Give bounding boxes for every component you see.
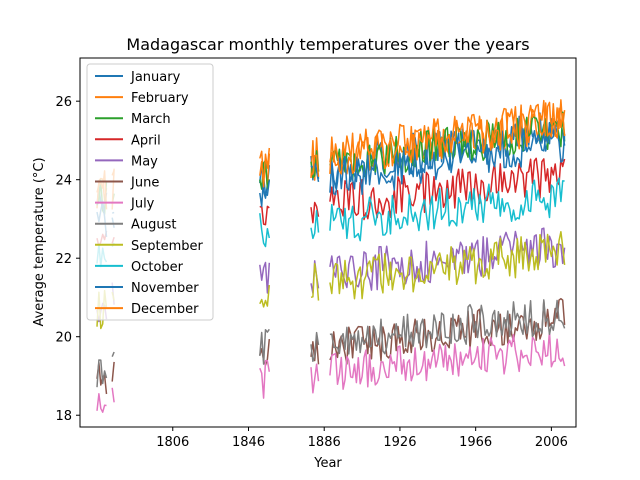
series-line-october-segment-3 [259, 213, 271, 248]
legend-label-march: March [131, 112, 171, 127]
series-line-june-segment-3 [259, 339, 271, 366]
series-line-july-segment-1 [96, 393, 107, 413]
series-line-may-segment-3 [259, 261, 271, 294]
series-line-august-segment-3 [259, 328, 270, 365]
legend-label-july: July [130, 197, 155, 212]
plot-frame [79, 57, 577, 428]
legend-label-january: January [130, 70, 181, 85]
x-tick-label: 1846 [232, 435, 265, 450]
legend-label-april: April [131, 133, 161, 148]
series-line-september-segment-3 [259, 285, 271, 308]
series-line-april-segment-4 [310, 201, 320, 224]
y-axis: 18 20 22 24 26 [55, 95, 80, 424]
y-axis-label: Average temperature (°C) [32, 157, 47, 326]
series-line-july-segment-2 [111, 387, 115, 403]
series-line-october-segment-4 [310, 210, 320, 240]
legend-label-october: October [131, 260, 184, 275]
x-axis: 1806 1846 1886 1926 1966 2006 [156, 427, 568, 450]
chart-title: Madagascar monthly temperatures over the… [126, 35, 529, 54]
legend-label-august: August [131, 218, 177, 233]
series-line-december-segment-3 [259, 147, 271, 188]
series-line-october-segment-5 [329, 177, 565, 242]
legend-label-november: November [131, 281, 199, 296]
x-tick-label: 2006 [535, 435, 568, 450]
series-line-november-segment-3 [259, 176, 271, 207]
legend-label-february: February [131, 91, 189, 106]
series-line-august-segment-1 [96, 359, 108, 388]
series-line-july-segment-3 [259, 359, 271, 399]
x-axis-label: Year [313, 456, 342, 471]
y-tick-label: 24 [55, 174, 72, 189]
series-lines [96, 99, 566, 413]
legend-label-september: September [131, 239, 204, 254]
x-tick-label: 1966 [459, 435, 492, 450]
series-line-august-segment-2 [111, 351, 115, 357]
y-tick-label: 20 [55, 331, 72, 346]
y-tick-label: 26 [55, 95, 72, 110]
series-line-august-segment-4 [310, 331, 320, 363]
legend-label-june: June [130, 176, 159, 191]
legend-box [86, 63, 214, 321]
x-tick-label: 1926 [383, 435, 416, 450]
y-tick-label: 22 [55, 252, 72, 267]
series-line-september-segment-5 [329, 230, 566, 300]
y-tick-label: 18 [55, 409, 72, 424]
series-line-november-segment-4 [310, 162, 320, 183]
series-line-april-segment-5 [329, 157, 566, 221]
series-line-june-segment-2 [111, 361, 115, 382]
legend: January February March April May June July Augu… [86, 63, 214, 321]
series-line-february-segment-4 [310, 137, 320, 181]
series-line-july-segment-5 [329, 330, 566, 390]
series-line-july-segment-4 [310, 363, 320, 394]
x-tick-label: 1806 [156, 435, 189, 450]
series-line-december-segment-4 [310, 154, 320, 177]
series-line-august-segment-5 [329, 299, 566, 355]
x-tick-label: 1886 [308, 435, 341, 450]
legend-label-may: May [131, 154, 158, 169]
series-line-june-segment-4 [310, 337, 320, 365]
series-line-september-segment-4 [310, 263, 320, 301]
legend-label-december: December [131, 302, 199, 317]
series-line-december-segment-5 [329, 102, 566, 175]
